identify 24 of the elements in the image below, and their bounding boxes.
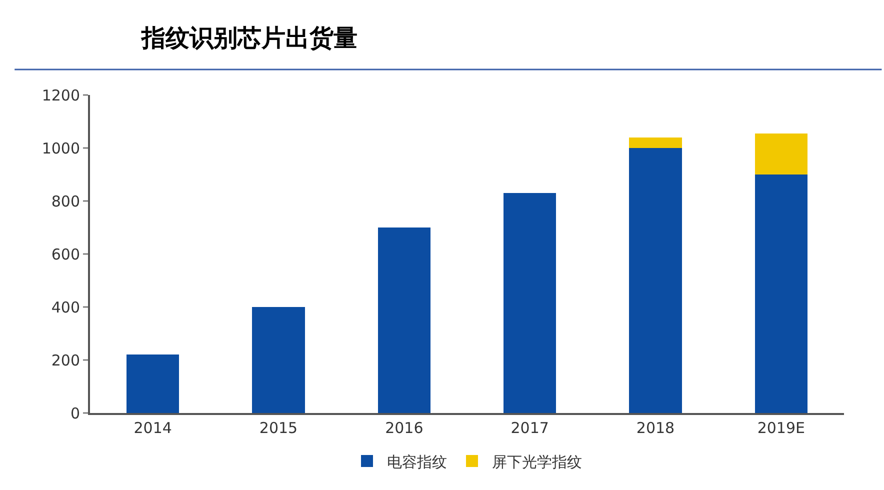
bar [754, 133, 808, 174]
y-tick-label: 200 [51, 351, 80, 370]
bar [252, 307, 305, 413]
x-tick-label: 2014 [134, 419, 172, 437]
bar [629, 148, 682, 413]
legend-label: 电容指纹 [387, 452, 447, 471]
y-tick-label: 1000 [42, 139, 80, 158]
y-tick-label: 0 [70, 404, 80, 422]
y-tick-label: 400 [51, 298, 80, 316]
y-tick-label: 1200 [42, 86, 80, 104]
y-tick-label: 800 [51, 192, 80, 210]
x-tick-label: 2016 [385, 419, 424, 437]
x-tick-label: 2015 [259, 419, 298, 437]
legend-label: 屏下光学指纹 [492, 452, 582, 471]
x-tick-label: 2018 [636, 419, 675, 437]
y-tick-label: 600 [51, 245, 80, 264]
bar [754, 174, 808, 413]
bar [629, 137, 682, 148]
x-tick-label: 2019E [757, 419, 805, 437]
chart-title: 指纹识别芯片出货量 [140, 23, 358, 52]
x-tick-label: 2017 [510, 419, 549, 437]
bar [503, 193, 556, 413]
bar [378, 228, 431, 413]
bar [126, 354, 180, 413]
